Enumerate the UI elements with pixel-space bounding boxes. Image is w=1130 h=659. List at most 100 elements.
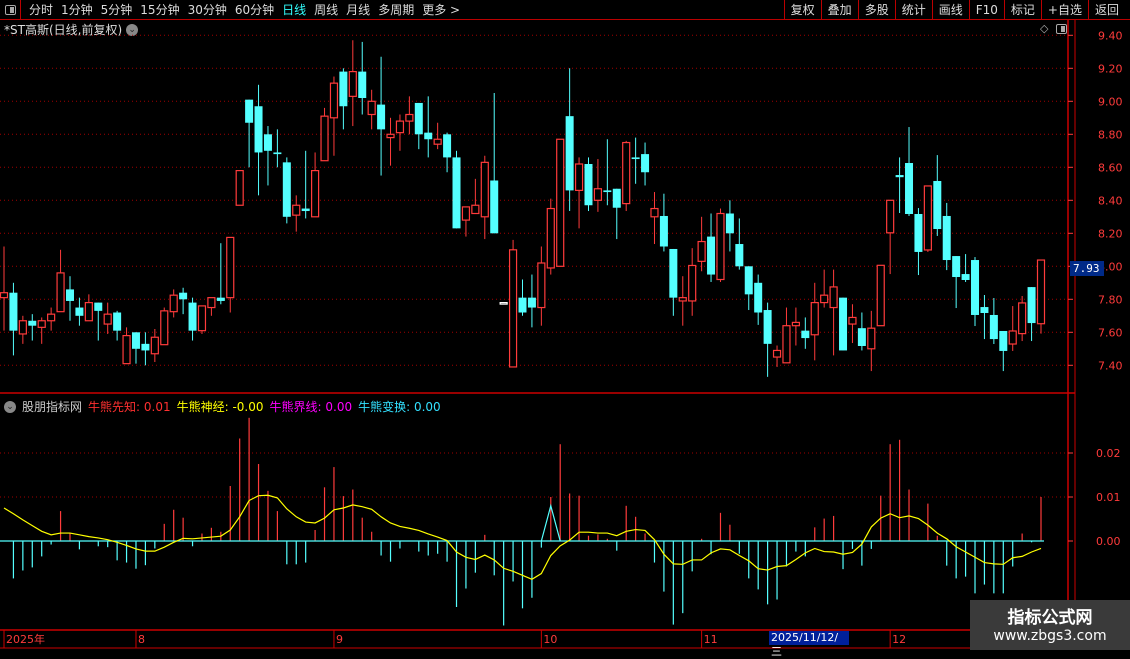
panel-toggle-button[interactable] [0,0,21,20]
candle-body [772,349,782,358]
candle-body [461,206,471,221]
candle [197,305,207,334]
period-tab[interactable]: 分时 [29,3,54,17]
period-tabs: 分时 1分钟 5分钟 15分钟 30分钟 60分钟 日线 周线 月线 多周期 更多 > [21,1,460,18]
watermark-url: www.zbgs3.com [993,628,1107,644]
candle [688,248,697,316]
period-tab[interactable]: 60分钟 [234,3,275,17]
candle [791,307,800,346]
candle-body [395,120,405,134]
x-axis-label: 9 [336,633,343,646]
period-tab[interactable]: 5分钟 [100,3,133,17]
candle-body [593,188,603,201]
candle [508,239,518,368]
candle [659,193,668,252]
candle-body [810,302,819,336]
candle-body [160,310,169,346]
candle [292,195,301,232]
candle-body [348,70,357,97]
toolbar-button[interactable]: 复权 [783,0,821,20]
candle [1027,287,1036,342]
toolbar-button[interactable]: 统计 [894,0,932,20]
candle [367,89,376,130]
candle-body [537,262,546,309]
diamond-icon[interactable]: ◇ [1040,22,1049,35]
candle-body [933,180,942,230]
toolbar-button[interactable]: +自选 [1040,0,1088,20]
candle [820,269,829,308]
period-tab[interactable]: 周线 [314,3,339,17]
candle [339,68,348,130]
candle-body [9,292,18,331]
candle [433,122,442,150]
candle [971,257,980,327]
candle-body [329,82,339,119]
candle [188,297,197,341]
candle [150,329,159,362]
toolbar-button[interactable]: 标记 [1003,0,1041,20]
period-tab[interactable]: 1分钟 [61,3,93,17]
change-spike-line [540,503,561,542]
candle [273,129,282,168]
price-tick-label: 7.40 [1098,359,1123,372]
candle [395,114,405,151]
chevron-down-icon[interactable]: ⌄ [126,23,139,36]
period-tab[interactable]: 月线 [346,3,371,17]
candle-body [1018,302,1027,335]
candle [584,157,593,212]
candle [207,297,216,316]
candle-body [84,302,93,322]
panel-icon[interactable] [1056,23,1068,34]
candle-body [169,294,178,313]
candle [593,159,603,212]
candle [857,312,866,351]
x-axis-label: 2025年 [6,632,45,646]
period-tab[interactable]: 日线 [282,3,307,17]
candle-body [527,297,536,308]
candle [923,185,932,252]
toolbar-button[interactable]: 返回 [1087,0,1125,20]
candle-body [1036,259,1046,325]
candle-body [339,71,348,107]
period-tab[interactable]: 15分钟 [140,3,180,17]
indicator-legend: ⌄ 股朋指标网 牛熊先知: 0.01 牛熊神经: -0.00 牛熊界线: 0.00 牛… [4,398,441,415]
period-tab[interactable]: 30分钟 [187,3,227,17]
indicator-name[interactable]: 股朋指标网 [22,400,83,414]
candle-body [952,256,961,278]
candle-body [499,302,508,305]
candle [650,192,659,245]
candle-body [188,302,197,331]
candle-body [763,310,772,344]
period-tab[interactable]: 更多 > [422,3,461,17]
chevron-down-icon[interactable]: ⌄ [4,400,16,413]
candle-body [923,185,932,251]
toolbar-button[interactable]: 画线 [931,0,969,20]
current-price-label: 7.93 [1070,261,1104,276]
candle [744,266,753,311]
candle-body [603,190,612,193]
x-axis-label: 11 [704,633,718,646]
period-tab[interactable]: 多周期 [378,3,415,17]
candle-body [716,212,725,281]
candle [301,150,310,219]
candle-body [452,157,461,229]
candle-body [678,297,687,302]
indicator-value: 牛熊界线: 0.00 [269,400,353,414]
toolbar-button[interactable]: 叠加 [820,0,858,20]
candle-body [179,292,188,300]
candle-body [876,264,885,327]
toolbar-button[interactable]: 多股 [857,0,895,20]
candle-body [122,335,131,365]
candle [1036,259,1046,334]
x-axis-label: 8 [138,633,145,646]
candle [876,264,885,327]
indicator-value: 牛熊神经: -0.00 [176,400,264,414]
candle-body [556,138,565,267]
candle [772,345,782,367]
candle-body [113,312,122,331]
candle [122,327,131,365]
toolbar-button[interactable]: F10 [968,0,1004,20]
candle-body [292,204,301,216]
osc-line [3,494,1042,580]
